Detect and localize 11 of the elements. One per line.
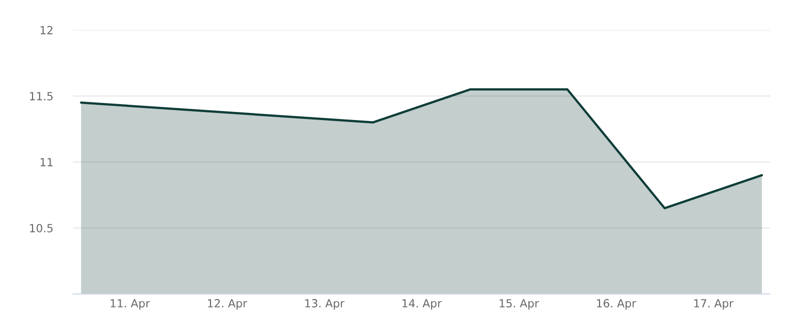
y-tick-label: 11 (40, 158, 53, 166)
y-tick-label: 11.5 (30, 92, 53, 100)
x-tick-label: 12. Apr (208, 299, 248, 310)
x-tick-label: 14. Apr (402, 299, 442, 310)
x-tick-label: 13. Apr (305, 299, 344, 310)
y-tick-label: 12 (40, 26, 52, 34)
x-tick-label: 11. Apr (110, 299, 150, 310)
y-tick-label: 10.5 (30, 224, 53, 232)
x-tick-label: 16. Apr (597, 299, 636, 310)
x-tick-label: 15. Apr (500, 299, 539, 310)
x-tick-label: 17. Apr (694, 299, 734, 310)
